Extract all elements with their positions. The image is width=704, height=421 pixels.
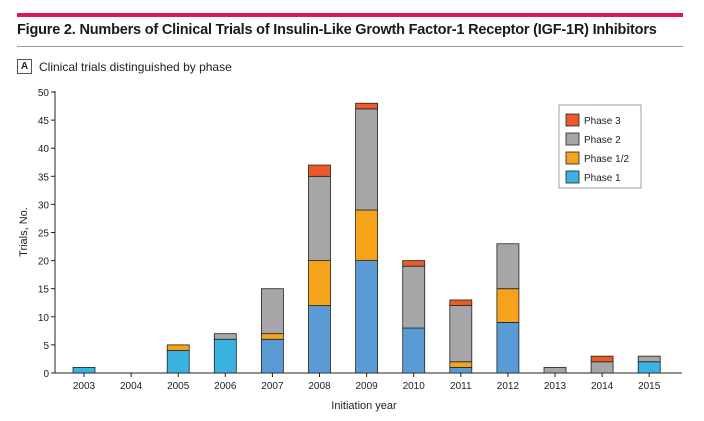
x-tick-label: 2006 [214, 381, 237, 392]
bar-segment-phase-2-2013 [543, 366, 567, 374]
bar-segment-phase-3-2011 [449, 299, 473, 306]
y-tick-label: 20 [38, 257, 50, 268]
top-accent-rule [17, 13, 683, 17]
bar-segment-phase-1-2-2011 [449, 361, 473, 368]
x-tick-label: 2012 [497, 381, 520, 392]
bar-segment-phase-2-2010 [402, 265, 426, 329]
bar-segment-phase-1-2-2009 [355, 209, 379, 262]
panel-letter: A [17, 59, 32, 74]
bar-segment-phase-1-2006 [213, 338, 237, 374]
y-tick-label: 15 [38, 285, 50, 296]
legend-swatch-phase-1 [565, 170, 580, 184]
x-tick-label: 2010 [403, 381, 426, 392]
y-tick-label: 50 [38, 88, 50, 99]
bar-segment-phase-3-2014 [590, 355, 614, 363]
panel-title: Clinical trials distinguished by phase [39, 60, 232, 74]
legend-label-phase-3: Phase 3 [584, 116, 621, 127]
y-tick-label: 0 [43, 369, 49, 380]
bar-segment-phase-2-2014 [590, 361, 614, 374]
y-axis-label: Trials, No. [18, 207, 30, 257]
x-tick-label: 2008 [308, 381, 331, 392]
bar-segment-phase-2-2012 [496, 243, 520, 290]
x-tick-label: 2015 [638, 381, 661, 392]
title-divider [17, 46, 683, 47]
x-tick-label: 2011 [450, 381, 472, 392]
x-tick-label: 2007 [261, 381, 284, 392]
bar-segment-phase-3-2010 [402, 260, 426, 267]
bar-segment-phase-1-2008 [308, 305, 331, 374]
bar-segment-phase-2-2007 [260, 288, 284, 335]
x-tick-label: 2004 [120, 381, 143, 392]
bar-segment-phase-2-2009 [355, 108, 379, 211]
y-tick-label: 35 [38, 172, 50, 183]
y-tick-label: 40 [38, 144, 50, 155]
bar-segment-phase-1-2010 [402, 327, 426, 374]
y-tick-label: 45 [38, 116, 50, 127]
legend-label-phase-2: Phase 2 [584, 135, 621, 146]
bar-segment-phase-1-2009 [355, 260, 379, 374]
bar-segment-phase-1-2011 [449, 366, 473, 374]
x-tick-label: 2009 [355, 381, 378, 392]
legend-label-phase-1: Phase 1 [584, 173, 621, 184]
y-tick-label: 25 [38, 229, 50, 240]
bar-segment-phase-2-2011 [449, 305, 473, 363]
x-axis-label: Initiation year [331, 400, 397, 412]
figure-title: Figure 2. Numbers of Clinical Trials of … [17, 22, 657, 38]
legend-swatch-phase-3 [565, 113, 580, 127]
bar-segment-phase-1-2015 [637, 361, 661, 374]
bar-segment-phase-1-2012 [496, 322, 520, 374]
x-tick-label: 2013 [544, 381, 567, 392]
y-tick-label: 5 [43, 341, 49, 352]
y-tick-label: 30 [38, 200, 50, 211]
bar-segment-phase-1-2007 [260, 338, 284, 374]
legend-swatch-phase-2 [565, 132, 580, 146]
x-tick-label: 2003 [73, 381, 96, 392]
legend-label-phase-1-2: Phase 1/2 [584, 154, 629, 165]
x-tick-label: 2005 [167, 381, 190, 392]
x-tick-label: 2014 [591, 381, 614, 392]
bar-segment-phase-1-2-2007 [260, 333, 284, 340]
bar-segment-phase-1-2003 [72, 366, 96, 374]
bar-segment-phase-1-2-2005 [166, 344, 190, 351]
bar-segment-phase-1-2-2008 [308, 260, 331, 306]
bar-segment-phase-2-2008 [308, 175, 331, 262]
bar-segment-phase-3-2009 [355, 102, 379, 110]
bar-segment-phase-1-2005 [166, 350, 190, 374]
bar-segment-phase-2-2006 [213, 333, 237, 340]
legend-swatch-phase-1-2 [565, 151, 580, 165]
bar-segment-phase-2-2015 [637, 355, 661, 363]
bar-segment-phase-3-2008 [308, 164, 331, 177]
bar-segment-phase-1-2-2012 [496, 288, 520, 323]
y-tick-label: 10 [38, 313, 50, 324]
